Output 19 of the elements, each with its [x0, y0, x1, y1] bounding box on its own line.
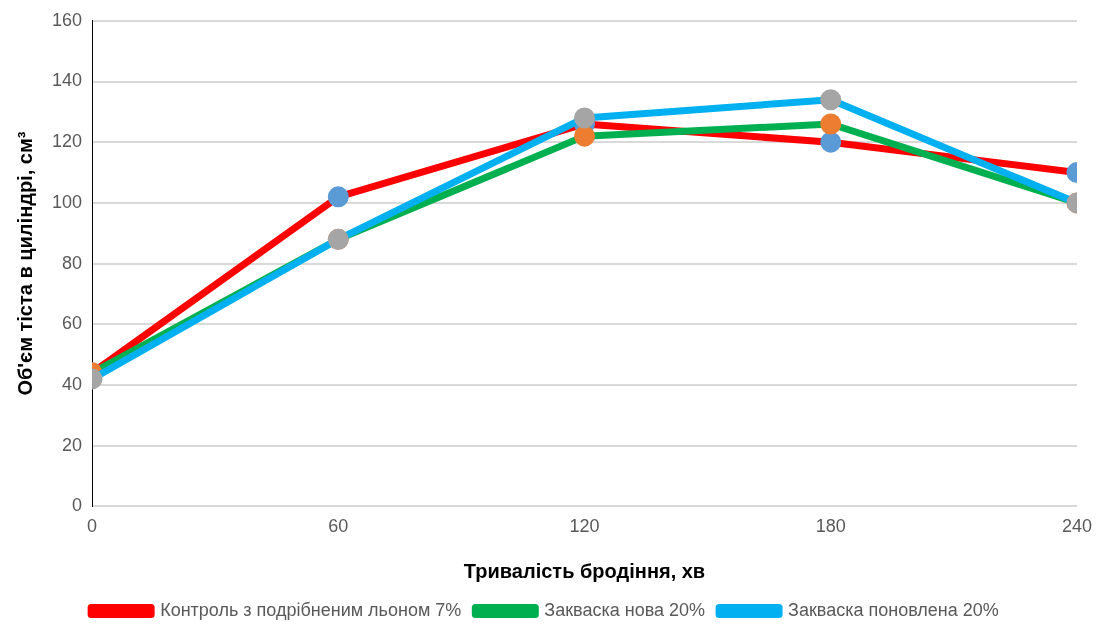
x-tick-label: 180: [815, 516, 846, 537]
x-axis-title: Тривалість бродіння, хв: [463, 559, 706, 582]
y-tick-label: 20: [62, 434, 83, 455]
legend-label: Закваска поновлена 20%: [788, 599, 999, 620]
y-tick-label: 80: [62, 252, 83, 273]
x-tick-label: 0: [87, 516, 98, 537]
y-tick-label: 0: [72, 495, 83, 516]
y-tick-label: 100: [51, 191, 83, 212]
y-tick-label: 40: [62, 373, 83, 394]
x-tick-label: 120: [569, 516, 600, 537]
x-tick-label: 60: [328, 516, 349, 537]
legend-label: Контроль з подрібненим льоном 7%: [160, 599, 462, 620]
y-tick-label: 160: [51, 9, 83, 30]
y-axis-title: Об'єм тіста в циліндрі, см³: [13, 131, 36, 396]
y-tick-label: 120: [51, 131, 83, 152]
legend-label: Закваска нова 20%: [544, 599, 706, 620]
y-tick-label: 60: [62, 313, 83, 334]
y-tick-label: 140: [51, 70, 83, 91]
x-tick-label: 240: [1061, 516, 1093, 537]
